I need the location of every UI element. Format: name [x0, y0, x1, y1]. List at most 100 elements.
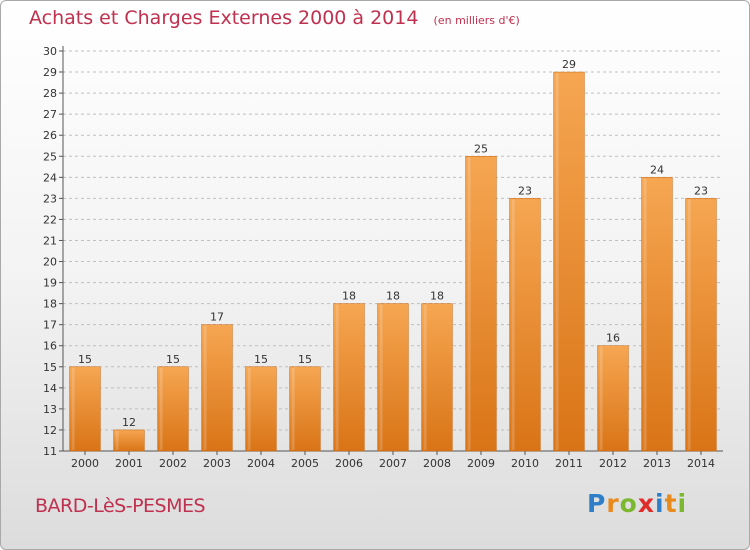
- bar-group: [685, 198, 717, 452]
- bar: [377, 303, 409, 452]
- bar: [69, 366, 101, 452]
- logo-letter: i: [677, 489, 688, 518]
- bar-group: [465, 156, 497, 452]
- chart-title-row: Achats et Charges Externes 2000 à 2014 (…: [29, 7, 520, 29]
- bar-highlight: [467, 157, 471, 450]
- bar-highlight: [203, 325, 207, 450]
- y-tick-label: 20: [43, 256, 57, 269]
- bar-value-label: 24: [650, 163, 664, 176]
- bar-value-label: 15: [298, 353, 312, 366]
- bar-group: [245, 366, 277, 452]
- bar-highlight: [423, 304, 427, 450]
- y-tick-label: 17: [43, 319, 57, 332]
- axes: 11 12 13 14 15 16 17 18 19 20 21 22 23 24 25 26 27 28 29 30…: [43, 45, 723, 470]
- y-tick-label: 11: [43, 445, 57, 458]
- y-tick-label: 27: [43, 108, 57, 121]
- y-tick-label: 15: [43, 361, 57, 374]
- logo-letter: x: [637, 489, 655, 518]
- x-tick-label: 2002: [159, 457, 187, 470]
- y-tick-label: 21: [43, 234, 57, 247]
- bar-group: [377, 303, 409, 452]
- bar-value-label: 18: [386, 290, 400, 303]
- y-tick-label: 16: [43, 340, 57, 353]
- bar: [201, 324, 233, 452]
- x-tick-label: 2013: [643, 457, 671, 470]
- bar-highlight: [643, 178, 647, 450]
- bar-value-label: 12: [122, 416, 136, 429]
- bar: [157, 366, 189, 452]
- bar-group: [597, 345, 629, 452]
- bar-highlight: [599, 346, 603, 450]
- bar-value-label: 15: [254, 353, 268, 366]
- bar: [597, 345, 629, 452]
- y-tick-label: 26: [43, 129, 57, 142]
- y-tick-label: 13: [43, 403, 57, 416]
- bar-highlight: [555, 73, 559, 450]
- x-tick-label: 2009: [467, 457, 495, 470]
- y-tick-label: 24: [43, 171, 57, 184]
- y-tick-label: 30: [43, 45, 57, 58]
- x-tick-label: 2011: [555, 457, 583, 470]
- bar-highlight: [115, 430, 119, 450]
- bar: [553, 71, 585, 452]
- bar: [245, 366, 277, 452]
- bar: [641, 177, 673, 452]
- bar-highlight: [247, 367, 251, 450]
- x-tick-label: 2005: [291, 457, 319, 470]
- bar-value-label: 23: [518, 184, 532, 197]
- bar-value-label: 18: [342, 290, 356, 303]
- x-tick-label: 2000: [71, 457, 99, 470]
- x-tick-label: 2010: [511, 457, 539, 470]
- y-tick-label: 23: [43, 192, 57, 205]
- bar-highlight: [511, 199, 515, 450]
- bar-group: [201, 324, 233, 452]
- logo-letter: t: [664, 489, 678, 518]
- bars: [69, 71, 717, 452]
- logo-letter: P: [587, 489, 607, 518]
- bar: [465, 156, 497, 452]
- bar-group: [69, 366, 101, 452]
- bar-highlight: [687, 199, 691, 450]
- bar-highlight: [291, 367, 295, 450]
- bar: [289, 366, 321, 452]
- x-tick-label: 2001: [115, 457, 143, 470]
- bar-highlight: [379, 304, 383, 450]
- bar-value-label: 16: [606, 332, 620, 345]
- logo-letter: r: [606, 489, 620, 518]
- bar-value-label: 18: [430, 290, 444, 303]
- logo-letter: o: [619, 489, 638, 518]
- x-tick-label: 2014: [687, 457, 715, 470]
- logo-letter: i: [655, 489, 665, 518]
- bar-group: [641, 177, 673, 452]
- y-tick-label: 29: [43, 66, 57, 79]
- y-tick-label: 12: [43, 424, 57, 437]
- bar: [509, 198, 541, 452]
- x-tick-label: 2004: [247, 457, 275, 470]
- y-tick-label: 14: [43, 382, 57, 395]
- y-tick-label: 28: [43, 87, 57, 100]
- bar-value-label: 17: [210, 311, 224, 324]
- bar-value-label: 15: [78, 353, 92, 366]
- y-tick-label: 22: [43, 213, 57, 226]
- x-tick-label: 2003: [203, 457, 231, 470]
- bar-group: [289, 366, 321, 452]
- bar-value-label: 25: [474, 142, 488, 155]
- bar-group: [553, 71, 585, 452]
- x-tick-label: 2006: [335, 457, 363, 470]
- bar-group: [421, 303, 453, 452]
- bar-value-label: 23: [694, 184, 708, 197]
- bar: [421, 303, 453, 452]
- bar-value-label: 29: [562, 58, 576, 71]
- bar-highlight: [335, 304, 339, 450]
- bar-highlight: [71, 367, 75, 450]
- proxiti-logo: Proxiti: [587, 489, 687, 518]
- bar: [685, 198, 717, 452]
- chart-unit-note: (en milliers d'€): [433, 14, 520, 27]
- bar-group: [509, 198, 541, 452]
- bar-value-label: 15: [166, 353, 180, 366]
- bar-highlight: [159, 367, 163, 450]
- y-tick-label: 18: [43, 298, 57, 311]
- bar-group: [333, 303, 365, 452]
